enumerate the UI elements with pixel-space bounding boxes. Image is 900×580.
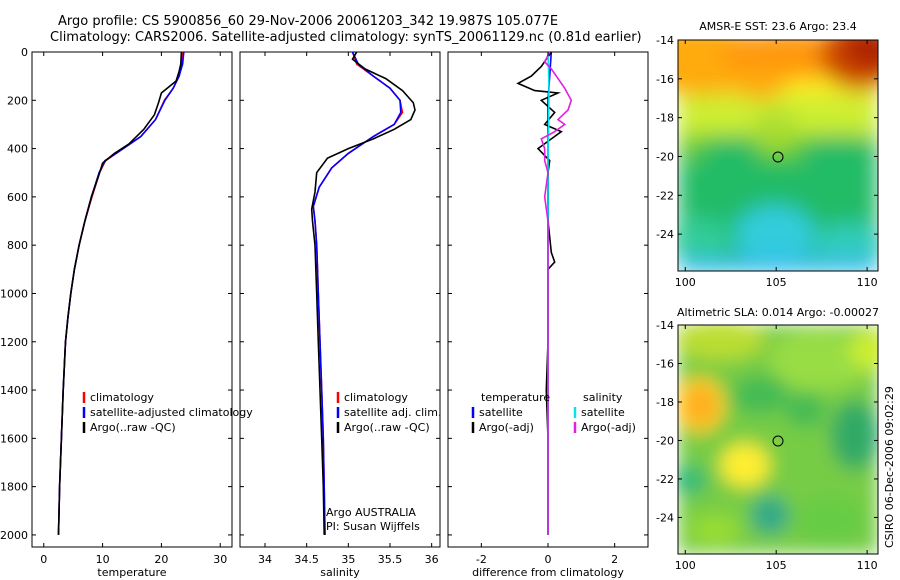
sst-map-frame (677, 39, 879, 272)
temperature-series-argo-raw-qc- (57, 52, 183, 535)
depth-tick-label: 1200 (0, 336, 28, 349)
difference-legend-temperature-label: Argo(-adj) (479, 421, 534, 434)
sst-map-ytick-label: -22 (656, 189, 674, 202)
sla-map-ytick-label: -16 (656, 357, 674, 370)
temperature-legend-label: satellite-adjusted climatology (90, 406, 253, 419)
temperature-series-satellite-adjusted-climatology (57, 52, 185, 535)
difference-xtick-label: -2 (476, 553, 487, 566)
sst-map-ytick-label: -20 (656, 150, 674, 163)
salinity-xtick-label: 36 (425, 553, 439, 566)
sla-map-ytick-label: -22 (656, 473, 674, 486)
sla-map-ytick-label: -20 (656, 434, 674, 447)
difference-xtick-label: 2 (611, 553, 618, 566)
salinity-xtick-label: 35.5 (378, 553, 403, 566)
figure-title-line-1: Argo profile: CS 5900856_60 29-Nov-2006 … (58, 14, 559, 29)
sla-map-ytick-label: -18 (656, 396, 674, 409)
depth-tick-label: 0 (21, 46, 28, 59)
salinity-series-satellite-adj-clim- (312, 52, 402, 535)
sst-map-xtick-label: 110 (857, 276, 878, 289)
difference-legend-salinity-heading: salinity (583, 391, 623, 404)
difference-series-temperature-argo-adj- (516, 52, 563, 535)
depth-tick-label: 1000 (0, 287, 28, 300)
sst-map-ytick-label: -24 (656, 228, 674, 241)
difference-series-salinity-argo-adj- (540, 52, 573, 535)
sla-map-frame (677, 324, 879, 555)
temperature-xlabel: temperature (97, 566, 166, 579)
sst-map-ytick-label: -18 (656, 112, 674, 125)
sla-map-ytick-label: -14 (656, 319, 674, 332)
depth-tick-label: 2000 (0, 529, 28, 542)
difference-legend-temperature-heading: temperature (481, 391, 550, 404)
temperature-panel-frame (31, 51, 233, 548)
sst-map-xtick-label: 100 (675, 276, 696, 289)
temperature-xtick-label: 10 (96, 553, 110, 566)
sla-map-xtick-label: 105 (766, 559, 787, 572)
depth-tick-label: 400 (7, 143, 28, 156)
figure-title-line-2: Climatology: CARS2006. Satellite-adjuste… (50, 30, 642, 45)
sst-map-title: AMSR-E SST: 23.6 Argo: 23.4 (699, 20, 857, 33)
sst-map (678, 40, 878, 271)
temperature-xtick-label: 0 (40, 553, 47, 566)
depth-tick-label: 1600 (0, 432, 28, 445)
sst-float-marker (772, 151, 784, 163)
difference-xtick-label: 0 (545, 553, 552, 566)
sla-map (678, 325, 878, 554)
salinity-legend-label: climatology (344, 391, 408, 404)
salinity-annotation-line: Argo AUSTRALIA (326, 506, 416, 519)
temperature-xtick-label: 30 (213, 553, 227, 566)
salinity-series-argo-raw-qc- (310, 52, 416, 535)
salinity-panel-frame (239, 51, 441, 548)
sla-float-marker (772, 435, 784, 447)
depth-tick-label: 600 (7, 191, 28, 204)
salinity-xlabel: salinity (320, 566, 360, 579)
sla-map-xtick-label: 100 (675, 559, 696, 572)
salinity-xtick-label: 34.5 (294, 553, 319, 566)
temperature-legend-label: climatology (90, 391, 154, 404)
sst-map-xtick-label: 105 (766, 276, 787, 289)
sla-map-ytick-label: -24 (656, 511, 674, 524)
difference-xlabel: difference from climatology (472, 566, 624, 579)
salinity-xtick-label: 34 (258, 553, 272, 566)
depth-tick-label: 800 (7, 239, 28, 252)
difference-legend-temperature-label: satellite (479, 406, 523, 419)
temperature-xtick-label: 20 (154, 553, 168, 566)
salinity-series-climatology (312, 52, 404, 535)
sla-map-xtick-label: 110 (857, 559, 878, 572)
sla-map-title: Altimetric SLA: 0.014 Argo: -0.00027 (677, 306, 879, 319)
sst-map-ytick-label: -16 (656, 73, 674, 86)
difference-legend-salinity-label: satellite (581, 406, 625, 419)
salinity-legend-label: satellite adj. clim. (344, 406, 441, 419)
sst-map-ytick-label: -14 (656, 34, 674, 47)
difference-legend-salinity-label: Argo(-adj) (581, 421, 636, 434)
depth-tick-label: 1800 (0, 481, 28, 494)
temperature-series-climatology (57, 52, 184, 535)
depth-tick-label: 1400 (0, 384, 28, 397)
temperature-legend-label: Argo(..raw -QC) (90, 421, 176, 434)
depth-tick-label: 200 (7, 94, 28, 107)
salinity-legend-label: Argo(..raw -QC) (344, 421, 430, 434)
salinity-xtick-label: 35 (341, 553, 355, 566)
salinity-annotation-line: PI: Susan Wijffels (326, 520, 420, 533)
